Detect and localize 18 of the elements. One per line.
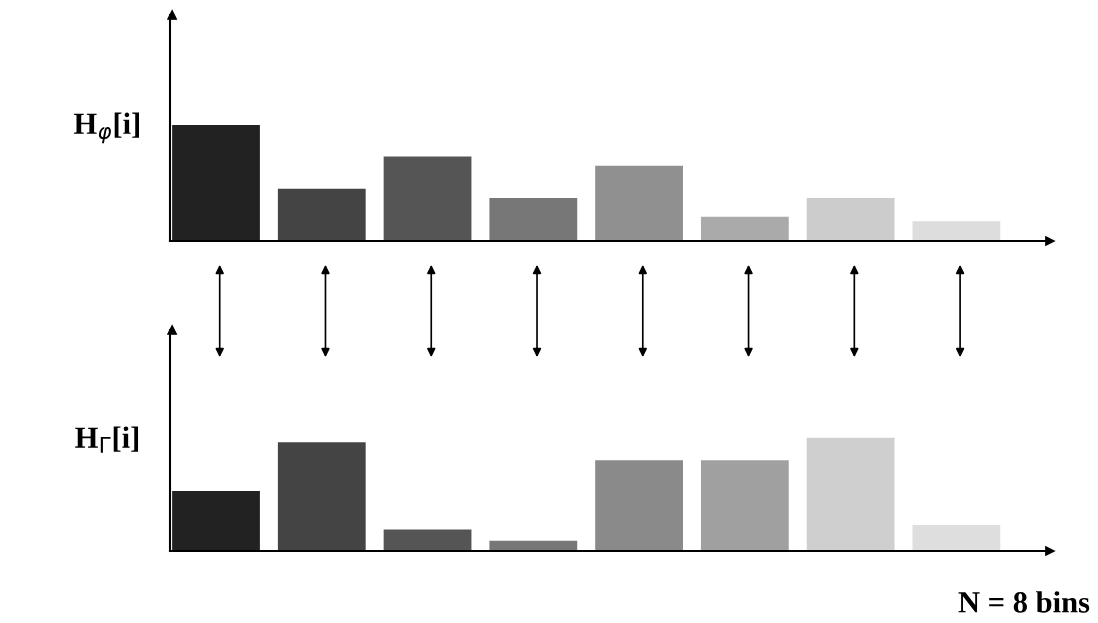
bar <box>700 460 789 551</box>
bar <box>383 156 472 241</box>
y-axis-title: H$_{φ}$[i] <box>73 112 140 144</box>
text: N = 8 bins <box>958 591 1090 613</box>
bar <box>806 437 895 551</box>
bar <box>172 490 260 551</box>
bar <box>912 524 1001 551</box>
bar <box>912 221 1001 241</box>
bar <box>806 198 895 241</box>
bar <box>172 125 260 241</box>
bar <box>595 165 683 241</box>
bar <box>489 198 578 241</box>
bar <box>595 460 683 551</box>
bar <box>277 188 366 241</box>
bar <box>383 529 472 551</box>
y-axis-title: H$_{Γ}$[i] <box>75 426 139 453</box>
bar <box>700 216 789 241</box>
bar <box>277 442 366 551</box>
